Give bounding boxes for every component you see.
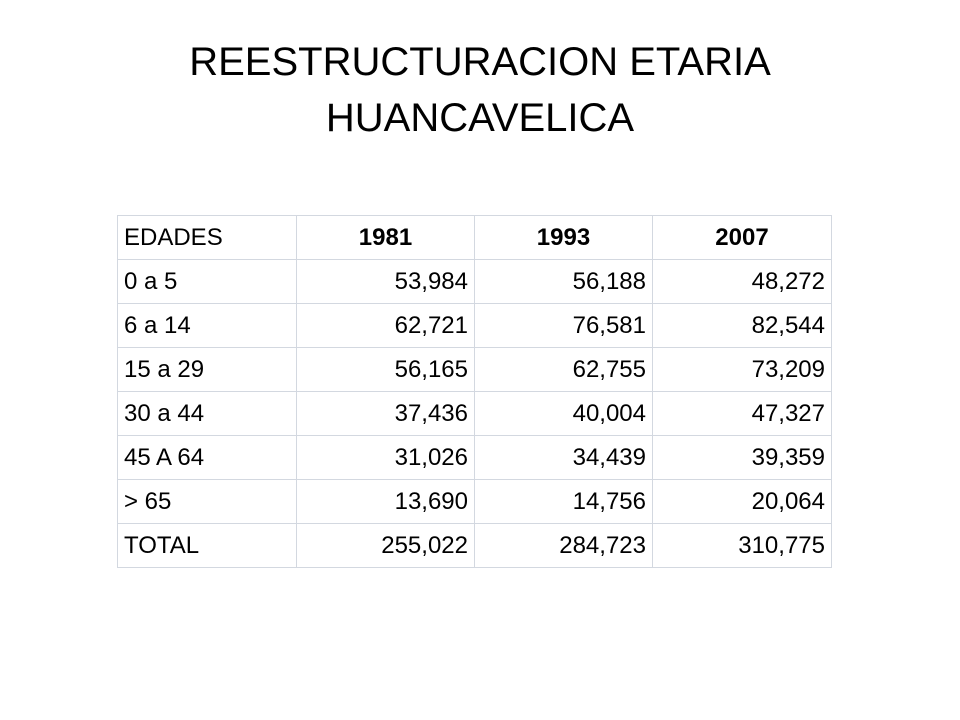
row-label-cell: 30 a 44	[117, 391, 297, 436]
value-cell: 56,188	[474, 259, 653, 304]
title-line-1: REESTRUCTURACION ETARIA	[189, 40, 771, 84]
title-line-2: HUANCAVELICA	[325, 96, 635, 140]
value-cell: 62,755	[474, 347, 653, 392]
table-row: 30 a 44 37,436 40,004 47,327	[117, 391, 832, 436]
value-cell: 82,544	[652, 303, 832, 348]
total-cell: 284,723	[474, 523, 653, 568]
header-cell-1993: 1993	[474, 215, 653, 260]
value-cell: 53,984	[296, 259, 475, 304]
header-cell-2007: 2007	[652, 215, 832, 260]
value-cell: 76,581	[474, 303, 653, 348]
table-header-row: EDADES 1981 1993 2007	[117, 215, 832, 260]
value-cell: 40,004	[474, 391, 653, 436]
total-cell: 310,775	[652, 523, 832, 568]
value-cell: 14,756	[474, 479, 653, 524]
value-cell: 37,436	[296, 391, 475, 436]
value-cell: 48,272	[652, 259, 832, 304]
value-cell: 39,359	[652, 435, 832, 480]
row-label-cell: 6 a 14	[117, 303, 297, 348]
row-label-cell: > 65	[117, 479, 297, 524]
row-label-cell: 0 a 5	[117, 259, 297, 304]
value-cell: 73,209	[652, 347, 832, 392]
table-row: 15 a 29 56,165 62,755 73,209	[117, 347, 832, 392]
table-row: > 65 13,690 14,756 20,064	[117, 479, 832, 524]
table-row: 0 a 5 53,984 56,188 48,272	[117, 259, 832, 304]
age-structure-table: EDADES 1981 1993 2007 0 a 5 53,984 56,18…	[117, 215, 832, 568]
header-cell-1981: 1981	[296, 215, 475, 260]
table-row: 45 A 64 31,026 34,439 39,359	[117, 435, 832, 480]
row-label-cell: 15 a 29	[117, 347, 297, 392]
value-cell: 31,026	[296, 435, 475, 480]
value-cell: 62,721	[296, 303, 475, 348]
value-cell: 47,327	[652, 391, 832, 436]
header-cell-edades: EDADES	[117, 215, 297, 260]
table-row: 6 a 14 62,721 76,581 82,544	[117, 303, 832, 348]
total-cell: 255,022	[296, 523, 475, 568]
row-label-cell: TOTAL	[117, 523, 297, 568]
value-cell: 56,165	[296, 347, 475, 392]
value-cell: 20,064	[652, 479, 832, 524]
value-cell: 34,439	[474, 435, 653, 480]
row-label-cell: 45 A 64	[117, 435, 297, 480]
table-row-total: TOTAL 255,022 284,723 310,775	[117, 523, 832, 568]
value-cell: 13,690	[296, 479, 475, 524]
slide-title: REESTRUCTURACION ETARIA HUANCAVELICA	[0, 34, 960, 146]
